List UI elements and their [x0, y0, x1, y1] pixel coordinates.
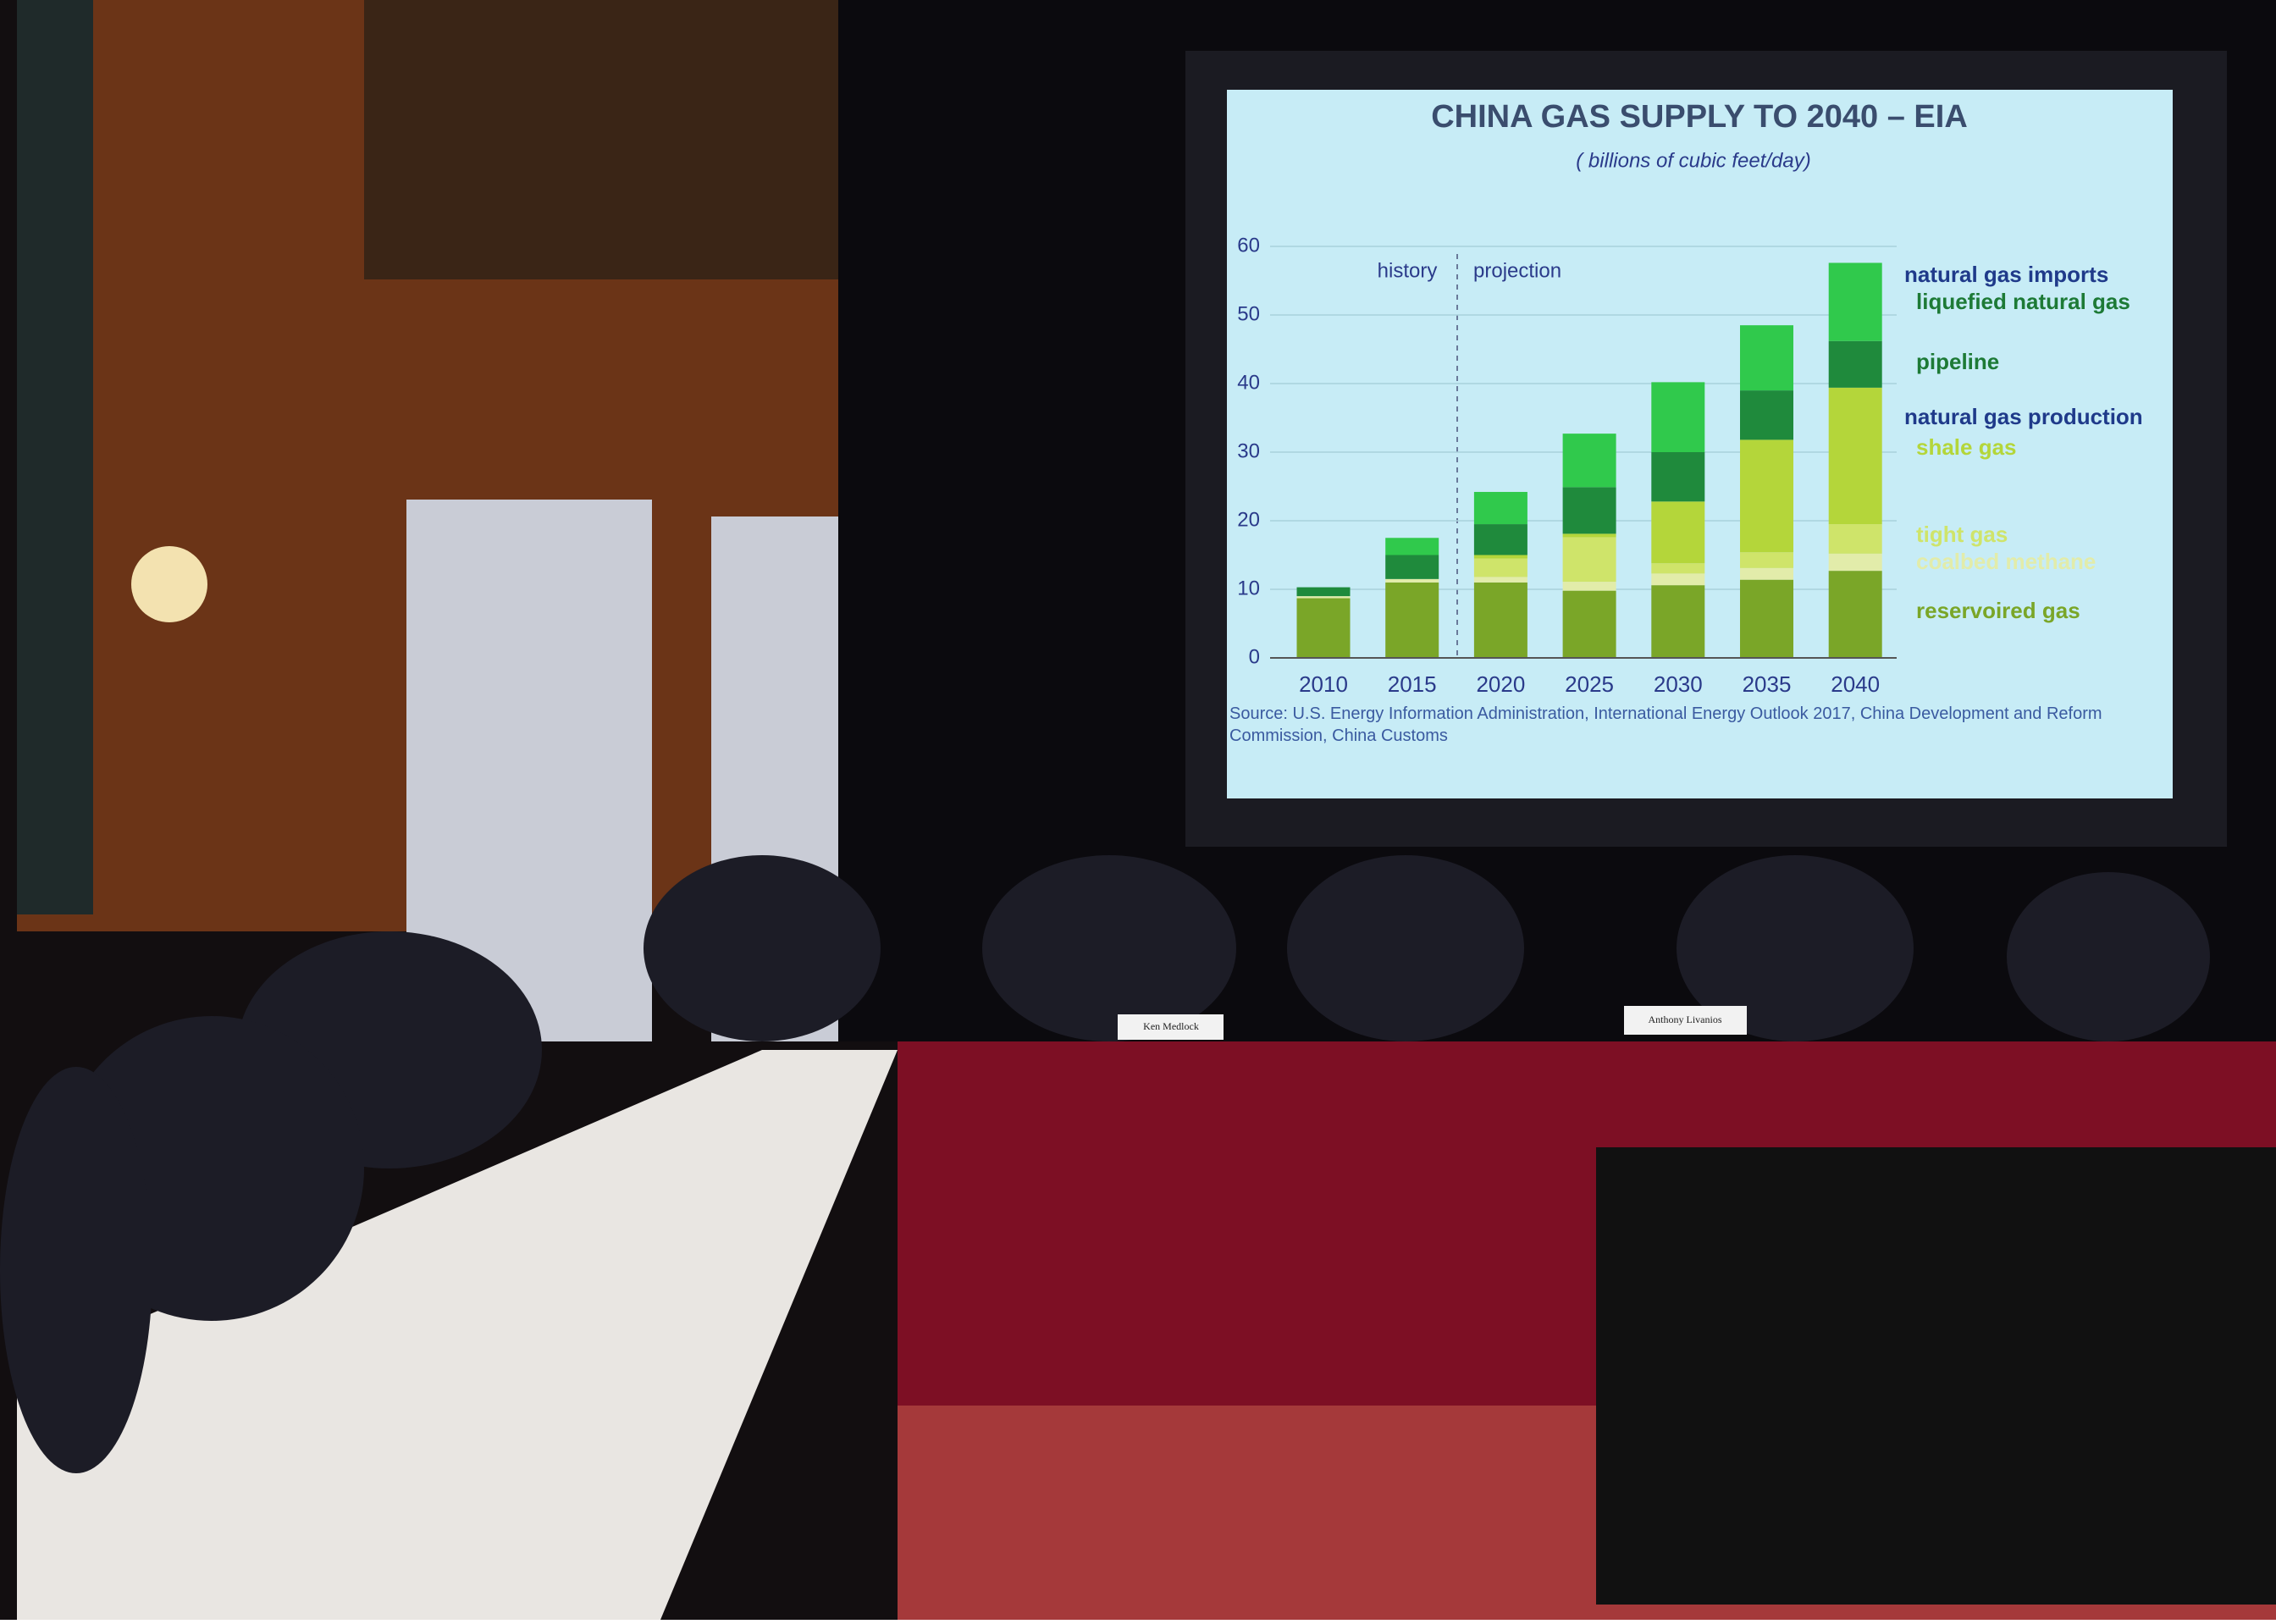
- annotation: projection: [1473, 259, 1561, 282]
- x-tick-label: 2040: [1831, 671, 1880, 697]
- y-tick-label: 20: [1237, 508, 1260, 531]
- source-box: Source: U.S. Energy Information Administ…: [1229, 703, 2169, 771]
- bar-segment: [1829, 262, 1882, 340]
- bar-segment: [1829, 571, 1882, 658]
- bar-segment: [1474, 524, 1527, 555]
- bar-segment: [1740, 568, 1793, 580]
- bar-segment: [1474, 492, 1527, 524]
- bar-segment: [1829, 524, 1882, 554]
- y-tick-label: 0: [1249, 645, 1260, 668]
- y-tick-label: 60: [1237, 234, 1260, 257]
- bar-segment: [1740, 325, 1793, 390]
- monitor: [1596, 1147, 2276, 1605]
- bar-segment: [1563, 591, 1616, 658]
- bar-segment: [1563, 434, 1616, 487]
- bar-segment: [1474, 583, 1527, 658]
- y-tick-label: 30: [1237, 439, 1260, 462]
- bar-segment: [1651, 452, 1704, 501]
- bar-segment: [1651, 382, 1704, 452]
- bar-segment: [1385, 579, 1439, 583]
- legend-label: tight gas: [1916, 522, 2008, 547]
- bar-segment: [1651, 585, 1704, 658]
- bar-segment: [1651, 501, 1704, 563]
- y-tick-label: 10: [1237, 577, 1260, 599]
- y-tick-label: 40: [1237, 371, 1260, 394]
- bar-segment: [1297, 596, 1351, 598]
- x-tick-label: 2035: [1743, 671, 1792, 697]
- x-tick-label: 2010: [1299, 671, 1348, 697]
- bar-segment: [1651, 563, 1704, 573]
- nameplate: Ken Medlock: [1143, 1020, 1199, 1032]
- annotation: history: [1378, 259, 1438, 282]
- bar-segment: [1385, 555, 1439, 579]
- nameplate: Anthony Livanios: [1649, 1014, 1722, 1025]
- bar-segment: [1740, 552, 1793, 568]
- bar-segment: [1829, 554, 1882, 571]
- bar-segment: [1563, 582, 1616, 591]
- y-tick-label: 50: [1237, 302, 1260, 325]
- bar-segment: [1740, 580, 1793, 658]
- source: Source: U.S. Energy Information Administ…: [1229, 703, 2169, 747]
- bar-segment: [1297, 588, 1351, 597]
- legend-label: coalbed methane: [1916, 549, 2096, 574]
- x-tick-label: 2015: [1388, 671, 1437, 697]
- bar-segment: [1385, 538, 1439, 555]
- x-tick-label: 2025: [1565, 671, 1614, 697]
- x-tick-label: 2030: [1654, 671, 1703, 697]
- x-tick-label: 2020: [1476, 671, 1525, 697]
- bar-segment: [1474, 577, 1527, 582]
- bar-segment: [1740, 439, 1793, 552]
- chart-subtitle: ( billions of cubic feet/day): [1576, 149, 1810, 172]
- bar-segment: [1740, 390, 1793, 439]
- bar-segment: [1563, 533, 1616, 537]
- pillar: [17, 0, 93, 914]
- chart-title: CHINA GAS SUPPLY TO 2040 – EIA: [1431, 99, 1968, 135]
- lamp: [131, 546, 207, 622]
- legend-label: shale gas: [1916, 434, 2017, 460]
- legend-label: pipeline: [1916, 349, 1999, 374]
- legend-label: liquefied natural gas: [1916, 289, 2130, 314]
- bar-segment: [1563, 487, 1616, 533]
- legend-group: natural gas imports: [1904, 262, 2108, 287]
- legend-label: reservoired gas: [1916, 598, 2080, 623]
- bar-segment: [1297, 599, 1351, 658]
- bar-segment: [1474, 559, 1527, 577]
- bar-segment: [1651, 573, 1704, 585]
- bar-segment: [1829, 341, 1882, 388]
- photo: Ken Medlock Anthony Livanios CHINA GAS S…: [0, 0, 2276, 1620]
- bar-segment: [1563, 537, 1616, 582]
- balcony: [364, 0, 838, 279]
- bar-segment: [1474, 555, 1527, 559]
- legend-group: natural gas production: [1904, 404, 2143, 429]
- bar-segment: [1829, 388, 1882, 524]
- bar-segment: [1385, 583, 1439, 658]
